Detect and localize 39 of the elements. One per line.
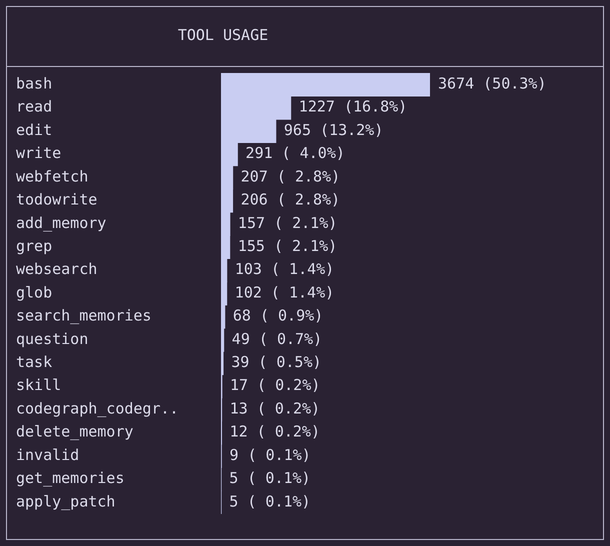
- data-label: 206 ( 2.8%): [240, 190, 340, 209]
- y-tick-label: add_memory: [16, 214, 106, 232]
- y-tick-label: edit: [16, 120, 52, 139]
- data-label: 103 ( 1.4%): [234, 260, 334, 278]
- data-label: 965 (13.2%): [284, 120, 384, 139]
- data-label: 68 ( 0.9%): [232, 306, 324, 325]
- data-label: 13 ( 0.2%): [230, 399, 320, 418]
- y-tick-label: grep: [16, 236, 52, 255]
- y-tick-label: webfetch: [16, 167, 88, 186]
- y-tick-label: websearch: [16, 260, 98, 278]
- data-label: 12 ( 0.2%): [230, 422, 320, 441]
- data-label: 207 ( 2.8%): [240, 167, 340, 186]
- y-tick-label: glob: [16, 283, 52, 302]
- y-tick-label: codegraph_codegr..: [16, 399, 179, 418]
- y-tick-label: delete_memory: [16, 422, 134, 441]
- data-label: 155 ( 2.1%): [238, 236, 338, 255]
- chart-title: TOOL USAGE: [178, 26, 268, 44]
- data-label: 5 ( 0.1%): [229, 469, 311, 488]
- y-tick-label: apply_patch: [16, 492, 116, 510]
- y-tick-label: todowrite: [16, 190, 98, 209]
- data-label: 17 ( 0.2%): [230, 376, 320, 394]
- data-label: 5 ( 0.1%): [229, 492, 311, 510]
- y-tick-label: read: [16, 98, 52, 116]
- y-tick-label: skill: [16, 376, 62, 394]
- y-tick-label: question: [16, 330, 88, 348]
- y-tick-label: search_memories: [16, 306, 152, 325]
- data-label: 9 ( 0.1%): [230, 446, 311, 464]
- data-label: 3674 (50.3%): [438, 74, 546, 92]
- data-label: 49 ( 0.7%): [232, 330, 322, 348]
- y-tick-label: get_memories: [16, 469, 124, 488]
- data-label: 1227 (16.8%): [298, 98, 408, 116]
- y-tick-label: task: [16, 353, 52, 372]
- y-tick-label: write: [16, 144, 62, 162]
- data-label: 291 ( 4.0%): [246, 144, 345, 162]
- y-tick-label: bash: [16, 74, 52, 92]
- y-tick-label: invalid: [16, 446, 80, 464]
- data-label: 102 ( 1.4%): [234, 283, 334, 302]
- data-label: 39 ( 0.5%): [231, 353, 322, 372]
- data-label: 157 ( 2.1%): [238, 214, 338, 232]
